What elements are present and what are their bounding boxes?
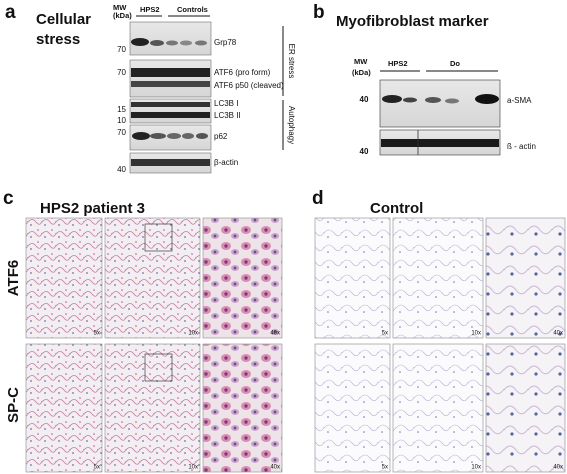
- magnification: 5x: [382, 331, 388, 337]
- magnification: 5x: [94, 465, 100, 471]
- panel-title: HPS2 patient 3: [40, 200, 145, 217]
- group-label: Autophagy: [287, 106, 296, 144]
- magnification: 5x: [382, 465, 388, 471]
- magnification: 40x: [270, 331, 280, 337]
- row-label: SP-C: [5, 387, 22, 423]
- mw-marker: 40: [360, 147, 369, 156]
- band-label: ß - actin: [507, 142, 536, 151]
- band-label: Grp78: [214, 38, 237, 47]
- panel-title: Myofibroblast marker: [336, 13, 489, 30]
- lane-label: HPS2: [388, 59, 408, 68]
- magnification: 10x: [471, 331, 481, 337]
- mw-marker: 70: [117, 68, 126, 77]
- panel-letter: d: [312, 188, 324, 209]
- mw-marker: 40: [117, 165, 126, 174]
- mw-header: MW: [354, 57, 368, 66]
- magnification: 40x: [553, 465, 563, 471]
- panel-letter: c: [3, 188, 14, 209]
- mw-header: (kDa): [352, 68, 371, 77]
- mw-header: (kDa): [113, 11, 132, 20]
- band-label: p62: [214, 132, 228, 141]
- band-label: ATF6 (pro form): [214, 68, 271, 77]
- magnification: 5x: [94, 331, 100, 337]
- group-label: ER stress: [287, 44, 296, 79]
- mw-marker: 15: [117, 105, 126, 114]
- panel-title: Cellular: [36, 11, 91, 28]
- band-label: LC3B II: [214, 111, 241, 120]
- magnification: 40x: [270, 465, 280, 471]
- row-label: ATF6: [5, 260, 22, 296]
- magnification: 40x: [553, 331, 563, 337]
- band-label: LC3B I: [214, 99, 238, 108]
- panel-letter: b: [313, 2, 325, 23]
- panel-title: Control: [370, 200, 423, 217]
- band-label: a-SMA: [507, 96, 532, 105]
- lane-label: Do: [450, 59, 460, 68]
- magnification: 10x: [188, 331, 198, 337]
- band-label: ATF6 p50 (cleaved): [214, 81, 284, 90]
- mw-marker: 70: [117, 45, 126, 54]
- lane-label: HPS2: [140, 5, 160, 14]
- panel-letter: a: [5, 2, 16, 23]
- histology-image: [314, 217, 566, 473]
- mw-marker: 40: [360, 95, 369, 104]
- western-blot: [379, 79, 501, 156]
- panel-title: stress: [36, 31, 80, 48]
- mw-header: MW: [113, 3, 127, 12]
- histology-image: [25, 217, 283, 473]
- magnification: 10x: [471, 465, 481, 471]
- mw-marker: 70: [117, 128, 126, 137]
- lane-label: Controls: [177, 5, 208, 14]
- western-blot: [129, 21, 212, 174]
- mw-marker: 10: [117, 116, 126, 125]
- magnification: 10x: [188, 465, 198, 471]
- band-label: β-actin: [214, 158, 238, 167]
